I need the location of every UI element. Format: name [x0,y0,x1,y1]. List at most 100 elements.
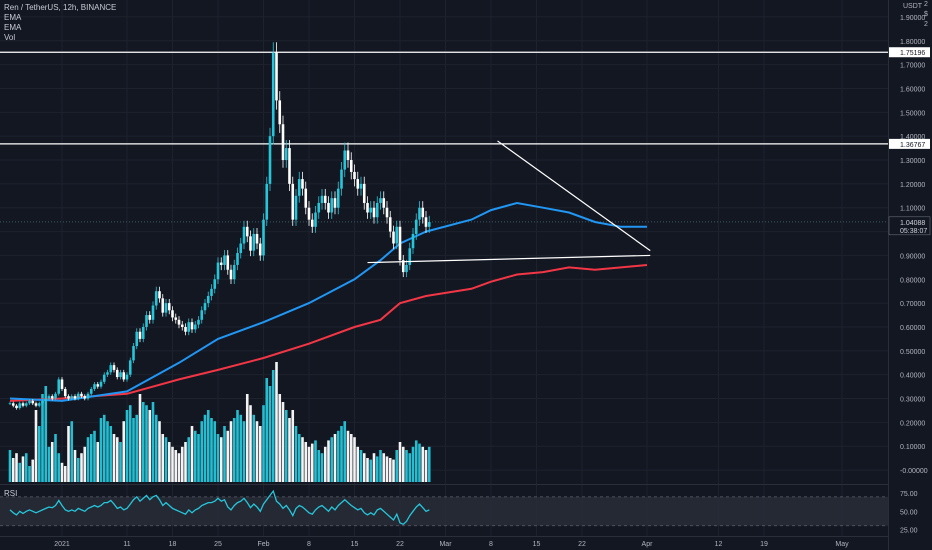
volume-bar [67,426,70,482]
ema-legend-2[interactable]: EMA [4,23,22,32]
volume-bar [424,450,428,482]
candle-body [31,400,35,404]
time-tick-label: Apr [642,541,654,548]
rsi-panel [0,489,888,527]
time-tick-label: 12 [715,541,723,548]
volume-bar [180,446,184,482]
candle-body [24,403,28,406]
volume-bar [99,418,103,482]
volume-bar [239,414,243,482]
volume-bar [54,434,57,482]
symbol-title[interactable]: Ren / TetherUS, 12h, BINANCE [4,3,117,12]
volume-bar [323,446,327,482]
volume-bar [216,434,220,482]
volume-bar [427,446,431,482]
candle-body [154,291,158,306]
scale-button-1[interactable]: 2 [924,1,928,8]
volume-bar [210,418,213,482]
volume-bar [184,442,187,482]
candle-body [314,212,317,227]
volume-bar [405,450,408,482]
ema-legend-1[interactable]: EMA [4,13,22,22]
volume-bar [73,450,77,482]
candle-body [268,136,272,184]
grid-lines [0,0,932,537]
price-tick-label: 1.20000 [900,182,925,189]
candle-body [203,303,207,311]
volume-bar [278,394,282,482]
candle-body [57,379,61,394]
volume-bar [89,434,93,482]
currency-label: USDT [903,3,922,11]
volume-bar [31,459,35,482]
candle-body [200,310,204,320]
volume-bar [258,426,262,482]
candle-body [307,207,311,220]
volume-bar [223,426,226,482]
candle-body [171,310,174,318]
time-axis[interactable]: 2021 11 18 25 Feb 8 15 22 Mar 8 15 22 Apr 12 19 May [54,541,849,548]
price-tick-label: 1.80000 [900,39,925,46]
volume-bar [203,414,207,482]
price-tick-label: 0.60000 [900,325,925,332]
level-price-tag [889,138,930,149]
candle-body [99,381,103,387]
candle-body [158,291,161,299]
volume-bar [317,450,321,482]
volume-bar [382,453,386,482]
candle-body [96,384,100,387]
candle-body [320,195,324,203]
candle-body [190,322,194,330]
volume-bar [401,446,405,482]
candle-body [21,403,25,406]
candle-body [70,396,74,399]
candle-body [418,207,421,220]
candle-body [223,255,226,265]
volume-bar [392,459,395,482]
volume-bar [245,394,249,482]
rsi-legend[interactable]: RSI [4,489,18,498]
volume-bar [57,453,61,482]
candle-body [262,219,265,256]
candle-body [379,198,382,203]
candle-body [401,260,405,273]
volume-bar [122,421,126,482]
candle-body [119,372,122,378]
volume-bar [408,453,412,482]
volume-bar [145,405,148,482]
candle-body [60,379,64,389]
time-tick-label: 22 [396,541,404,548]
volume-bar [288,418,291,482]
candle-body [297,179,301,196]
time-tick-label: 2021 [54,541,70,548]
candle-body [128,360,132,375]
volume-bar [171,446,174,482]
volume-bar [379,450,382,482]
volume-bar [356,446,360,482]
volume-bar [333,434,337,482]
volume-bar [125,410,129,482]
candle-body [125,374,129,380]
rsi-tick-label: 75.00 [900,491,918,498]
volume-bar [11,458,15,482]
volume-bar [252,414,256,482]
volume-bar [37,426,41,482]
candle-body [304,188,308,208]
volume-bar [213,421,217,482]
candle-body [232,264,236,280]
volume-bar [28,466,31,482]
price-axis[interactable]: 1.90000 1.80000 1.70000 1.60000 1.50000 1.400… [888,0,932,550]
volume-bar [115,437,119,482]
volume-bar [262,405,265,482]
candle-body [271,52,275,137]
volume-bar [193,430,197,482]
price-tick-label: 1.60000 [900,86,925,93]
scale-button-2[interactable]: 2 [924,21,928,28]
price-tick-label: 0.50000 [900,349,925,356]
currency-button[interactable]: $ [924,11,928,18]
volume-bar [418,443,421,482]
volume-bar [414,440,418,482]
volume-legend[interactable]: Vol [4,33,16,42]
candle-body [229,269,233,280]
